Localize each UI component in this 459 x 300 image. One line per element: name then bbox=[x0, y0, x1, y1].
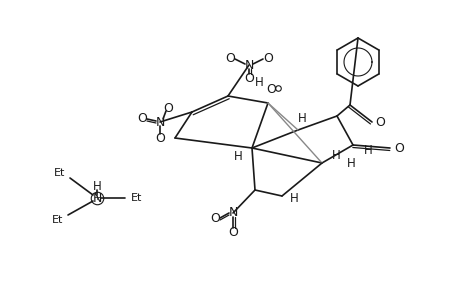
Text: O: O bbox=[393, 142, 403, 154]
Text: O: O bbox=[265, 82, 275, 95]
Text: O: O bbox=[224, 52, 235, 64]
Text: H: H bbox=[233, 149, 242, 163]
Text: O: O bbox=[210, 212, 219, 224]
Text: O: O bbox=[137, 112, 146, 124]
Text: O: O bbox=[155, 131, 165, 145]
Text: O: O bbox=[263, 52, 272, 64]
Text: Et: Et bbox=[131, 193, 142, 203]
Text: N: N bbox=[92, 191, 101, 205]
Text: N: N bbox=[155, 116, 164, 128]
Text: N: N bbox=[244, 58, 253, 71]
Text: H: H bbox=[254, 76, 263, 88]
Text: H: H bbox=[346, 157, 355, 169]
Text: H: H bbox=[297, 112, 306, 124]
Text: O: O bbox=[162, 101, 173, 115]
Text: Et: Et bbox=[54, 168, 66, 178]
Text: H: H bbox=[289, 193, 298, 206]
Text: O: O bbox=[228, 226, 237, 238]
Text: N: N bbox=[228, 206, 237, 220]
Text: H: H bbox=[92, 179, 101, 193]
Text: H: H bbox=[331, 148, 340, 161]
Text: +: + bbox=[93, 194, 100, 202]
Text: O: O bbox=[244, 71, 253, 85]
Text: Et: Et bbox=[52, 215, 63, 225]
Text: H: H bbox=[363, 143, 372, 157]
Text: O: O bbox=[374, 116, 384, 128]
